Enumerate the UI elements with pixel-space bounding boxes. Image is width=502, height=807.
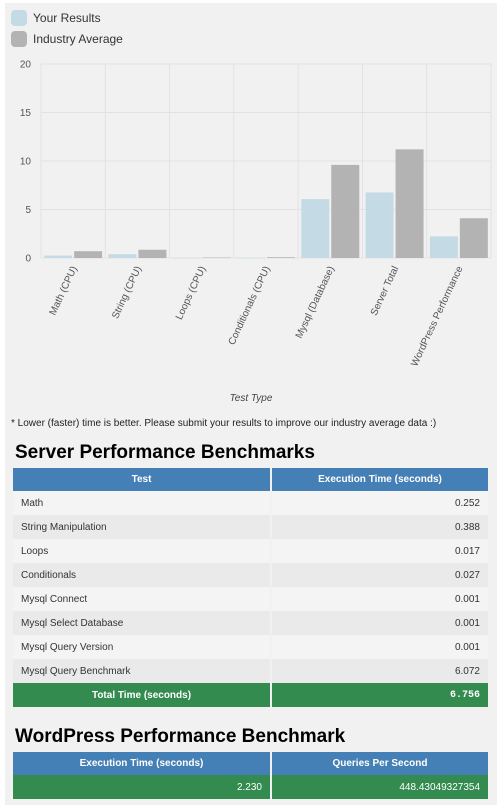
execution-time-cell: 6.072 <box>272 659 488 683</box>
legend-item-your-results[interactable]: Your Results <box>11 7 123 28</box>
bar-industry-average <box>202 257 231 259</box>
test-name-cell: Mysql Connect <box>13 587 270 611</box>
total-time-row: Total Time (seconds) 6.756 <box>13 683 488 707</box>
bar-your-results <box>108 254 137 258</box>
bar-your-results <box>301 199 330 258</box>
column-header-test: Test <box>13 468 270 491</box>
bar-industry-average <box>267 257 295 258</box>
bar-industry-average <box>459 218 488 258</box>
column-header-queries-per-second: Queries Per Second <box>272 752 488 775</box>
bar-your-results <box>44 255 73 258</box>
y-tick-label: 10 <box>20 157 32 168</box>
execution-time-cell: 0.252 <box>272 491 488 515</box>
bar-your-results <box>429 236 458 258</box>
execution-time-cell: 0.001 <box>272 587 488 611</box>
wordpress-benchmark-table: Execution Time (seconds) Queries Per Sec… <box>11 752 490 799</box>
execution-time-cell: 0.027 <box>272 563 488 587</box>
table-row: Mysql Query Benchmark 6.072 <box>13 659 488 683</box>
chart-legend: Your Results Industry Average <box>11 7 123 49</box>
benchmark-panel: Your Results Industry Average 0 5 10 15 20 Ma… <box>5 3 497 805</box>
table-row: Mysql Select Database 0.001 <box>13 611 488 635</box>
test-name-cell: Mysql Query Benchmark <box>13 659 270 683</box>
x-tick-label: Math (CPU) <box>48 265 80 317</box>
legend-item-industry-average[interactable]: Industry Average <box>11 28 123 49</box>
bar-your-results <box>172 257 201 259</box>
legend-swatch-industry-average <box>11 30 27 47</box>
x-tick-label: Mysql (Database) <box>294 265 337 341</box>
wordpress-execution-time: 2.230 <box>13 775 270 799</box>
wordpress-queries-per-second: 448.43049327354 <box>272 775 488 799</box>
legend-swatch-your-results <box>11 9 27 26</box>
execution-time-cell: 0.017 <box>272 539 488 563</box>
test-name-cell: Math <box>13 491 270 515</box>
table-row: Mysql Connect 0.001 <box>13 587 488 611</box>
bar-industry-average <box>74 251 103 258</box>
legend-label: Industry Average <box>33 31 123 46</box>
x-tick-label: String (CPU) <box>110 265 144 321</box>
server-benchmarks-title: Server Performance Benchmarks <box>15 442 315 463</box>
x-tick-label: Loops (CPU) <box>174 265 208 322</box>
test-name-cell: Mysql Select Database <box>13 611 270 635</box>
total-time-label: Total Time (seconds) <box>13 683 270 707</box>
benchmark-bar-chart: 0 5 10 15 20 Math (CPU) String (CPU) Loops (CPU… <box>20 60 492 404</box>
y-tick-label: 5 <box>25 205 31 216</box>
test-name-cell: Conditionals <box>13 563 270 587</box>
table-row: String Manipulation 0.388 <box>13 515 488 539</box>
x-tick-label: Server Total <box>369 265 401 318</box>
bar-industry-average <box>395 149 424 258</box>
total-time-value: 6.756 <box>272 683 488 707</box>
table-row: Mysql Query Version 0.001 <box>13 635 488 659</box>
table-row: Math 0.252 <box>13 491 488 515</box>
bar-industry-average <box>138 249 167 258</box>
x-tick-label: WordPress Performance <box>409 264 465 368</box>
server-benchmarks-table: Test Execution Time (seconds) Math 0.252 S… <box>11 468 490 707</box>
legend-label: Your Results <box>33 10 101 25</box>
test-name-cell: Mysql Query Version <box>13 635 270 659</box>
execution-time-cell: 0.001 <box>272 611 488 635</box>
column-header-execution-time: Execution Time (seconds) <box>13 752 270 775</box>
x-axis-title: Test Type <box>230 393 273 404</box>
y-tick-label: 0 <box>25 254 31 265</box>
execution-time-cell: 0.388 <box>272 515 488 539</box>
bar-your-results <box>237 257 265 259</box>
wordpress-result-row: 2.230 448.43049327354 <box>13 775 488 799</box>
execution-time-cell: 0.001 <box>272 635 488 659</box>
test-name-cell: String Manipulation <box>13 515 270 539</box>
bar-industry-average <box>331 164 360 258</box>
table-row: Conditionals 0.027 <box>13 563 488 587</box>
wordpress-benchmark-title: WordPress Performance Benchmark <box>15 726 346 747</box>
chart-note: * Lower (faster) time is better. Please … <box>11 418 437 429</box>
y-tick-label: 15 <box>20 108 32 119</box>
table-row: Loops 0.017 <box>13 539 488 563</box>
bar-your-results <box>365 192 394 258</box>
test-name-cell: Loops <box>13 539 270 563</box>
x-tick-label: Conditionals (CPU) <box>227 265 273 347</box>
y-tick-label: 20 <box>20 60 32 71</box>
column-header-execution-time: Execution Time (seconds) <box>272 468 488 491</box>
